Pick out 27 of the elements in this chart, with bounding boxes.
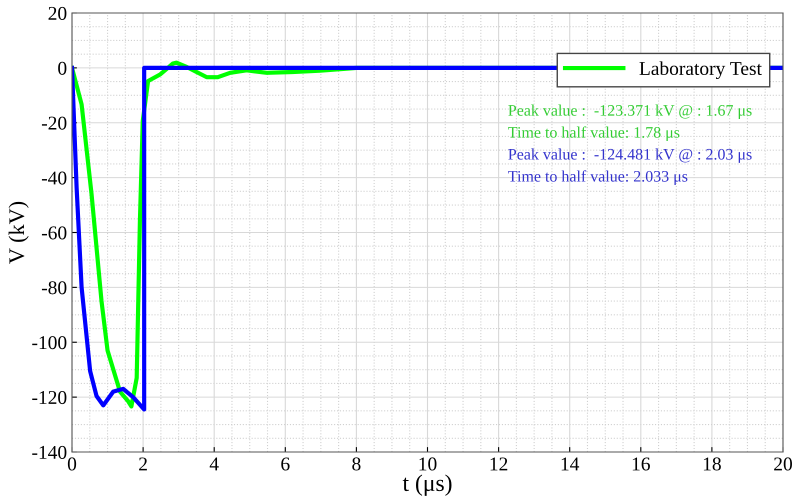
y-tick-label: -60: [42, 226, 66, 240]
annotation: Peak value : -124.481 kV @ : 2.03 μs: [508, 148, 752, 163]
y-tick-label: 0: [58, 62, 66, 75]
x-tick-label: 2: [139, 457, 147, 470]
x-tick-label: 16: [632, 457, 650, 471]
x-tick-label: 0: [68, 457, 76, 471]
annotation: Time to half value: 2.033 μs: [508, 170, 688, 185]
y-axis-title: V (kV): [8, 202, 29, 264]
annotation: Time to half value: 1.78 μs: [508, 126, 680, 142]
y-tick-label: -20: [42, 116, 66, 130]
legend-label: Laboratory Test: [639, 61, 762, 80]
y-tick-label: -140: [32, 446, 66, 459]
y-tick-label: -120: [32, 390, 66, 404]
y-tick-label: -40: [42, 171, 66, 185]
x-axis-title: t (μs): [402, 474, 452, 496]
x-tick-label: 8: [352, 457, 361, 471]
x-tick-label: 6: [281, 457, 290, 471]
x-tick-label: 12: [490, 457, 508, 470]
y-tick-label: 20: [48, 6, 66, 20]
x-tick-label: 4: [210, 458, 219, 470]
y-tick-label: -80: [42, 281, 66, 294]
annotation: Peak value : -123.371 kV @ : 1.67 μs: [508, 104, 752, 120]
x-tick-label: 14: [562, 458, 580, 470]
x-tick-label: 20: [774, 457, 792, 471]
y-tick-label: -100: [32, 336, 66, 350]
x-tick-label: 10: [419, 457, 436, 471]
x-tick-label: 18: [704, 457, 721, 471]
